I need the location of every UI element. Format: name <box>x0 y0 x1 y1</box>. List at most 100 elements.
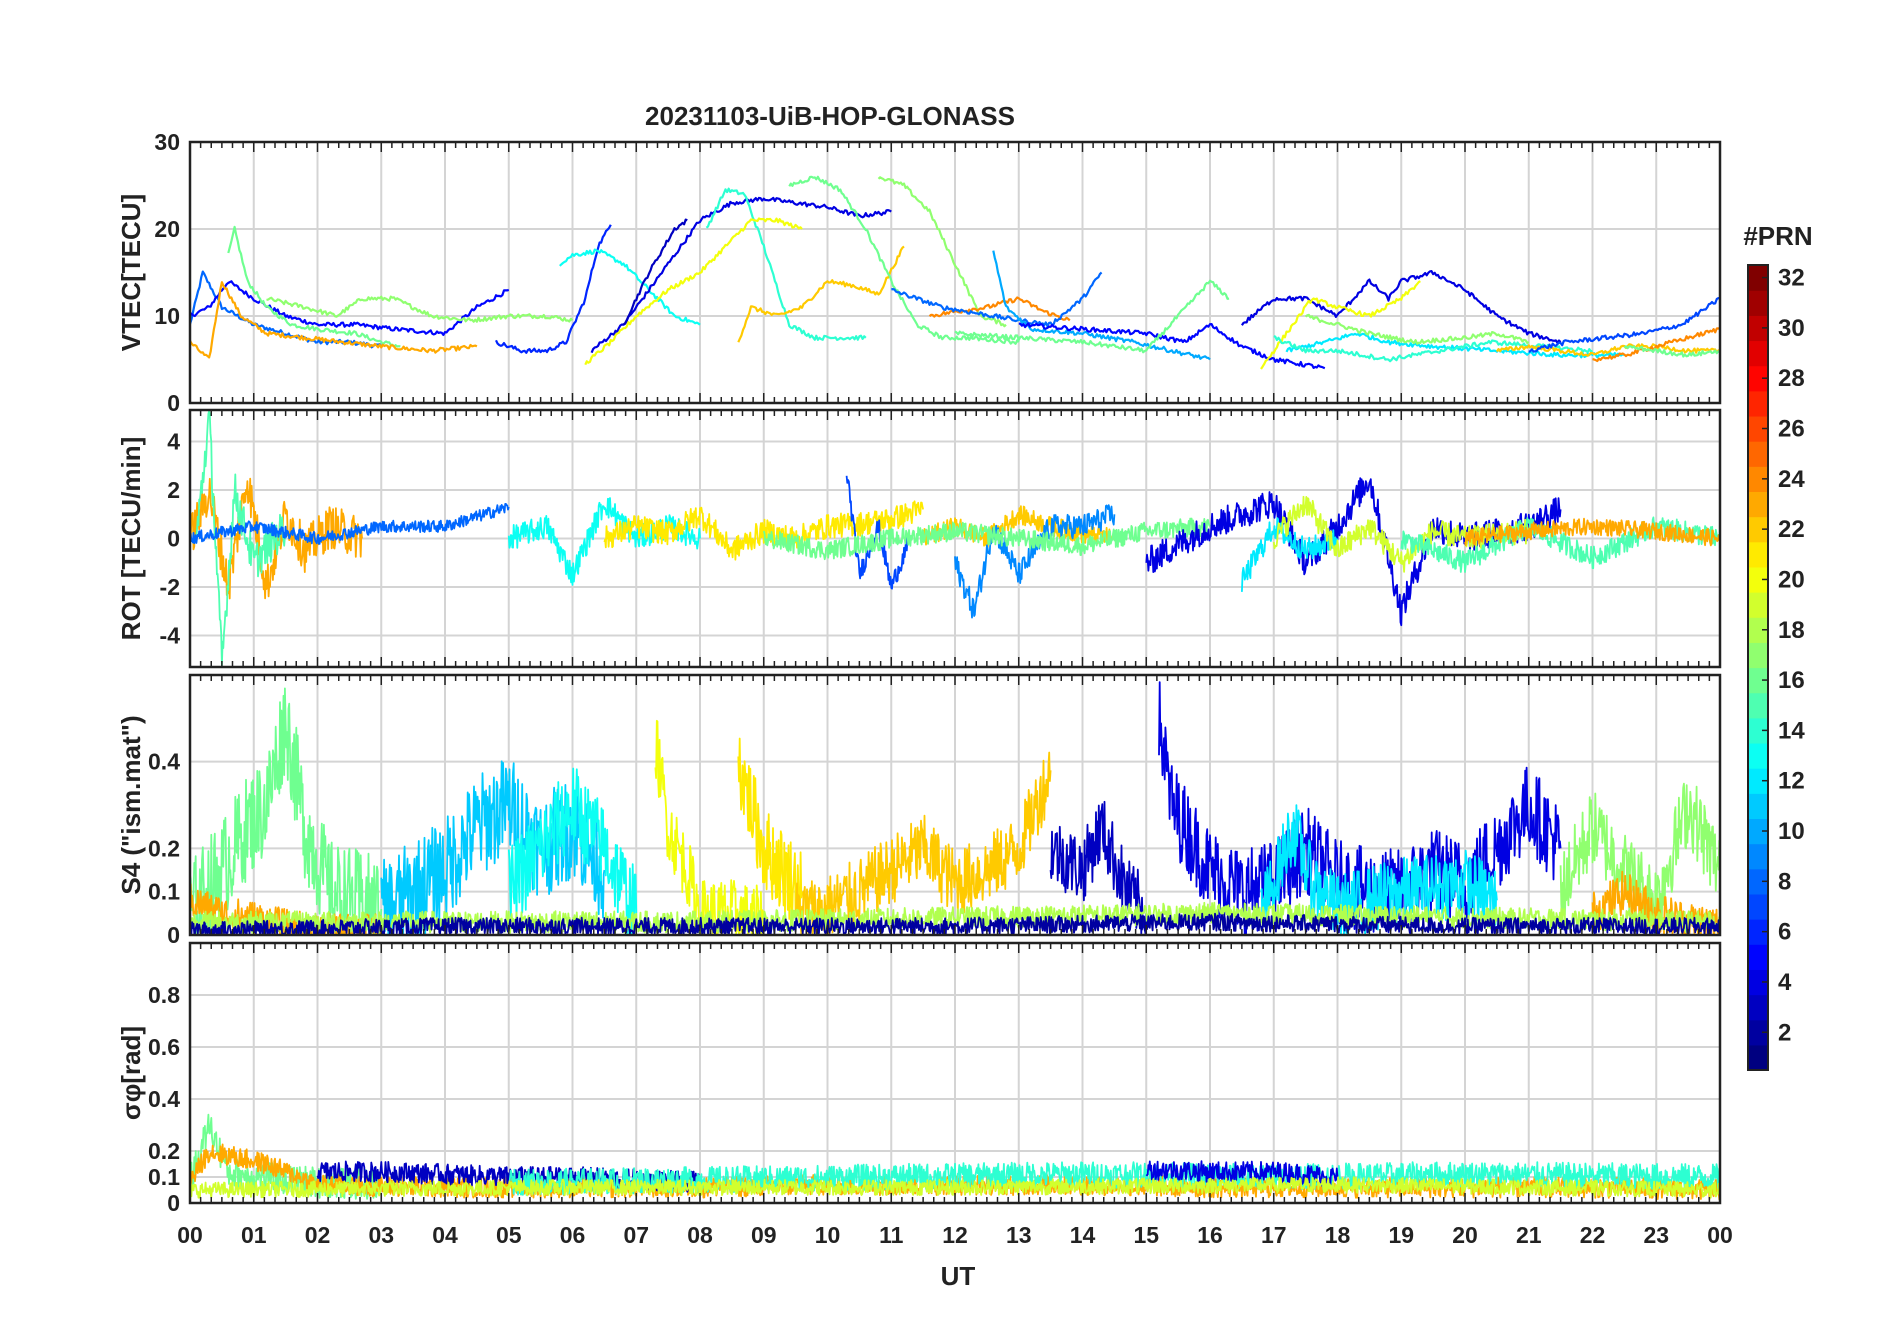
y-tick-label: 20 <box>154 216 180 242</box>
colorbar-segment <box>1748 415 1768 442</box>
colorbar-tick-label: 22 <box>1778 516 1805 543</box>
colorbar-tick-label: 10 <box>1778 818 1805 845</box>
series-prn-3-8 <box>622 218 688 326</box>
colorbar-segment <box>1748 793 1768 820</box>
series-prn-8-15 <box>891 271 1103 328</box>
colorbar-segment <box>1748 768 1768 794</box>
colorbar-segment <box>1748 1019 1768 1046</box>
x-tick-label: 21 <box>1516 1222 1542 1248</box>
x-tick-label: 20 <box>1452 1222 1478 1248</box>
series-prn-7-26 <box>1528 297 1720 353</box>
series-prn-20-20 <box>1260 280 1421 370</box>
series-prn-16-27 <box>1623 345 1720 358</box>
colorbar-segment <box>1748 944 1768 970</box>
y-axis-label: VTEC[TECU] <box>116 194 146 351</box>
x-tick-label: 10 <box>815 1222 841 1248</box>
series-prn-6-5 <box>495 224 612 354</box>
x-tick-label: 17 <box>1261 1222 1287 1248</box>
colorbar-segment <box>1748 717 1768 744</box>
colorbar-frame <box>1747 264 1769 1071</box>
colorbar-tick-label: 28 <box>1778 365 1805 392</box>
y-tick-label: 0.2 <box>148 835 180 861</box>
series-prn-5-1 <box>190 280 510 336</box>
colorbar-segment <box>1748 390 1768 417</box>
colorbar-segment <box>1748 466 1768 493</box>
series-prn-14-23 <box>1273 335 1593 363</box>
panel-frame <box>188 673 1722 937</box>
x-tick-label: 22 <box>1580 1222 1606 1248</box>
x-axis-tick-labels: 00 01 02 03 04 05 06 07 08 09 10 11 12 13 14 15 16 17 18 19… <box>177 1222 1733 1248</box>
colorbar-tick-label: 8 <box>1778 868 1791 895</box>
panel-frame <box>188 140 1722 405</box>
chart-title: 20231103-UiB-HOP-GLONASS <box>645 101 1015 131</box>
x-tick-label: 02 <box>305 1222 331 1248</box>
colorbar-segment <box>1748 667 1768 694</box>
series-prn-17-13 <box>877 176 1007 328</box>
x-tick-label: 04 <box>432 1222 458 1248</box>
y-axis-label: S4 ("ism.mat") <box>116 715 146 894</box>
colorbar-tick-label: 4 <box>1778 969 1792 996</box>
colorbar-tick-label: 30 <box>1778 315 1805 342</box>
x-tick-label: 16 <box>1197 1222 1223 1248</box>
y-tick-label: 0.2 <box>148 1138 180 1164</box>
series-prn-17-4 <box>266 295 574 323</box>
colorbar-segment <box>1748 994 1768 1021</box>
colorbar-tick-label: 26 <box>1778 416 1805 443</box>
colorbar-segment <box>1748 491 1768 518</box>
series-prn-13-3 <box>507 767 638 935</box>
series-prn-9-7 <box>954 504 1116 619</box>
x-tick-label: 00 <box>177 1222 203 1248</box>
colorbar-tick-label: 12 <box>1778 768 1805 795</box>
x-tick-label: 06 <box>560 1222 586 1248</box>
y-axis-label: ROT [TECU/min] <box>116 437 146 641</box>
series-prn-14-9 <box>705 187 867 341</box>
y-tick-label: 4 <box>167 429 180 455</box>
x-tick-label: 09 <box>751 1222 777 1248</box>
series-prn-20-10 <box>584 217 803 366</box>
colorbar-segment <box>1748 969 1768 996</box>
panel-vtec: 0 10 20 30 VTEC[TECU] <box>116 129 1722 416</box>
series-prn-16-18 <box>954 279 1230 354</box>
colorbar-tick-label: 18 <box>1778 617 1805 644</box>
series-prn-19-11 <box>1272 495 1530 573</box>
x-tick-label: 12 <box>942 1222 968 1248</box>
series-prn-15-12 <box>1400 516 1720 573</box>
series-prn-13-6 <box>559 248 701 326</box>
series-prn-24-25 <box>1592 327 1720 363</box>
colorbar-segment <box>1748 642 1768 669</box>
y-tick-label: -4 <box>160 622 181 648</box>
colorbar-tick-label: 32 <box>1778 265 1805 292</box>
x-axis-label: UT <box>941 1261 976 1291</box>
colorbar-tick-label: 16 <box>1778 667 1805 694</box>
series-prn-4-7 <box>590 196 892 354</box>
colorbar-segment <box>1748 617 1768 643</box>
series-prn-21-5 <box>737 737 803 924</box>
series-prn-19-5 <box>190 1176 1720 1199</box>
colorbar-segment <box>1748 1044 1768 1071</box>
colorbar-segment <box>1748 566 1768 593</box>
x-tick-label: 14 <box>1070 1222 1096 1248</box>
y-tick-label: 0 <box>167 922 180 948</box>
y-tick-label: 0 <box>167 1190 180 1216</box>
y-tick-label: 0.8 <box>148 982 180 1008</box>
x-tick-label: 05 <box>496 1222 522 1248</box>
x-tick-label: 03 <box>368 1222 394 1248</box>
colorbar-segment <box>1748 516 1768 543</box>
series-prn-12-9 <box>1260 804 1498 935</box>
series-prn-21-4 <box>603 500 924 561</box>
colorbar-segment <box>1748 919 1768 945</box>
colorbar-segment <box>1748 290 1768 316</box>
colorbar-segment <box>1748 541 1768 568</box>
colorbar-tick-label: 24 <box>1778 466 1805 493</box>
panel-s4: 0 0.1 0.2 0.4S4 ("ism.mat") <box>116 673 1722 948</box>
y-tick-label: 0.1 <box>148 879 180 905</box>
series-group <box>190 410 1720 667</box>
colorbar-segment <box>1748 265 1768 291</box>
colorbar-tick-label: 6 <box>1778 919 1791 946</box>
colorbar-segment <box>1748 692 1768 719</box>
series-prn-16-8 <box>762 517 1211 561</box>
colorbar-tick-label: 2 <box>1778 1019 1791 1046</box>
series-prn-23-13 <box>1464 517 1720 547</box>
colorbar-segment <box>1748 365 1768 392</box>
